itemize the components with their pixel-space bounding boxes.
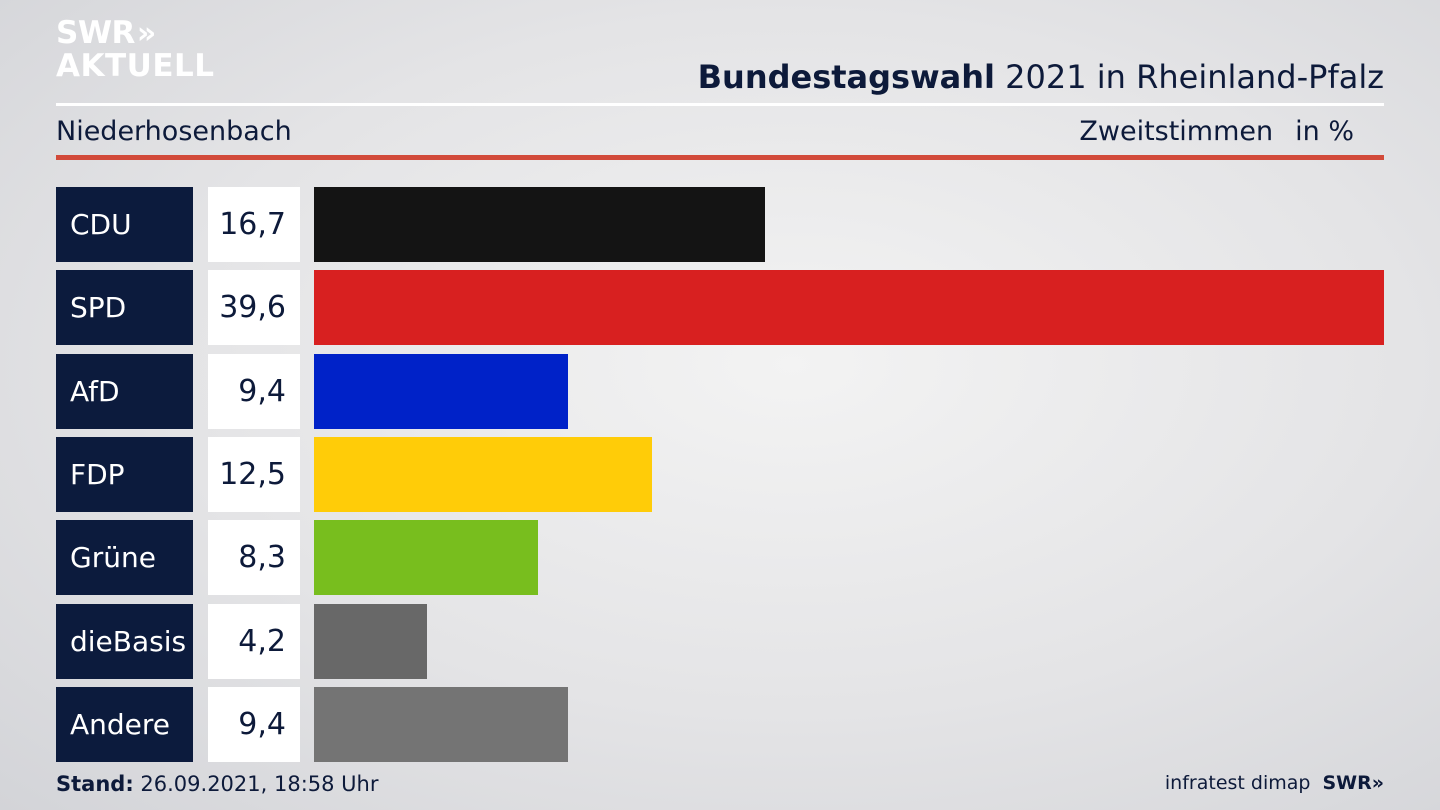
party-label: AfD [56, 353, 193, 429]
source-text: infratest dimap [1164, 772, 1311, 794]
party-label: FDP [56, 436, 193, 512]
value-label: 8,3 [208, 520, 300, 596]
party-label: Andere [56, 686, 193, 762]
bar-cdu [314, 187, 766, 262]
vote-type-label: Zweitstimmen in % [1079, 116, 1354, 147]
chart-row-cdu: CDU 16,7 [56, 187, 1384, 262]
party-label: dieBasis [56, 603, 193, 679]
stand-value: 26.09.2021, 18:58 Uhr [133, 772, 379, 796]
stand-label: Stand: [56, 772, 134, 796]
bar-diebasis [314, 603, 428, 679]
bar-afd [314, 353, 568, 429]
logo-swr-text: SWR [56, 15, 135, 51]
unit-text: in % [1295, 116, 1354, 147]
chart-row-andere: Andere 9,4 [56, 686, 1384, 762]
bar-andere [314, 686, 568, 762]
bar-spd [314, 270, 1384, 346]
vote-type-text: Zweitstimmen [1079, 116, 1274, 147]
source-credit: infratest dimap SWR» [1165, 772, 1384, 794]
chart-row-grüne: Grüne 8,3 [56, 520, 1384, 596]
accent-divider [56, 155, 1384, 160]
chart-row-diebasis: dieBasis 4,2 [56, 603, 1384, 679]
page-title: Bundestagswahl 2021 in Rheinland-Pfalz [698, 58, 1384, 96]
chart-row-spd: SPD 39,6 [56, 270, 1384, 346]
swr-aktuell-logo: SWR» AKTUELL [56, 18, 215, 82]
timestamp: Stand: 26.09.2021, 18:58 Uhr [56, 772, 379, 796]
party-label: Grüne [56, 520, 193, 596]
party-label: SPD [56, 270, 193, 346]
bar-grüne [314, 520, 539, 596]
party-label: CDU [56, 187, 193, 262]
chart-row-afd: AfD 9,4 [56, 353, 1384, 429]
bar-fdp [314, 436, 652, 512]
location-label: Niederhosenbach [56, 116, 292, 147]
swr-brand-icon: SWR» [1322, 772, 1384, 794]
chart-row-fdp: FDP 12,5 [56, 436, 1384, 512]
header-divider [56, 103, 1384, 106]
title-rest: 2021 in Rheinland-Pfalz [995, 58, 1384, 96]
value-label: 9,4 [208, 686, 300, 762]
value-label: 39,6 [208, 270, 300, 346]
value-label: 9,4 [208, 353, 300, 429]
value-label: 16,7 [208, 187, 300, 262]
value-label: 12,5 [208, 436, 300, 512]
value-label: 4,2 [208, 603, 300, 679]
title-bold: Bundestagswahl [697, 58, 995, 96]
logo-aktuell-text: AKTUELL [56, 48, 215, 84]
